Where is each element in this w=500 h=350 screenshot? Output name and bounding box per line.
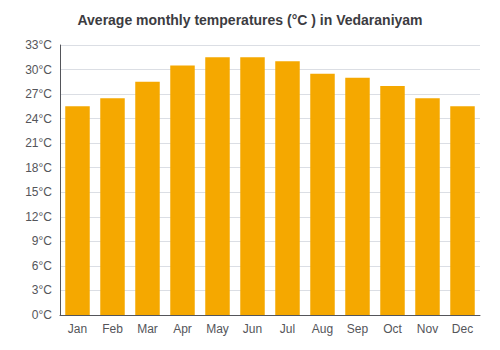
svg-text:Aug: Aug [312,322,333,336]
svg-text:Apr: Apr [173,322,192,336]
svg-text:12°C: 12°C [25,210,52,224]
svg-text:Average monthly temperatures (: Average monthly temperatures (°C ) in Ve… [77,12,422,28]
svg-text:May: May [206,322,229,336]
svg-text:Sep: Sep [347,322,369,336]
svg-text:Jul: Jul [280,322,295,336]
svg-text:Nov: Nov [417,322,438,336]
svg-text:Jan: Jan [68,322,87,336]
svg-text:0°C: 0°C [32,308,52,322]
svg-text:30°C: 30°C [25,63,52,77]
svg-text:27°C: 27°C [25,87,52,101]
svg-text:Feb: Feb [102,322,123,336]
svg-text:Jun: Jun [243,322,262,336]
svg-text:6°C: 6°C [32,259,52,273]
svg-text:33°C: 33°C [25,38,52,52]
svg-text:18°C: 18°C [25,161,52,175]
svg-text:9°C: 9°C [32,234,52,248]
svg-text:3°C: 3°C [32,283,52,297]
svg-text:Dec: Dec [452,322,473,336]
svg-text:21°C: 21°C [25,136,52,150]
svg-text:15°C: 15°C [25,185,52,199]
svg-text:24°C: 24°C [25,112,52,126]
svg-text:Oct: Oct [383,322,402,336]
svg-text:Mar: Mar [137,322,158,336]
